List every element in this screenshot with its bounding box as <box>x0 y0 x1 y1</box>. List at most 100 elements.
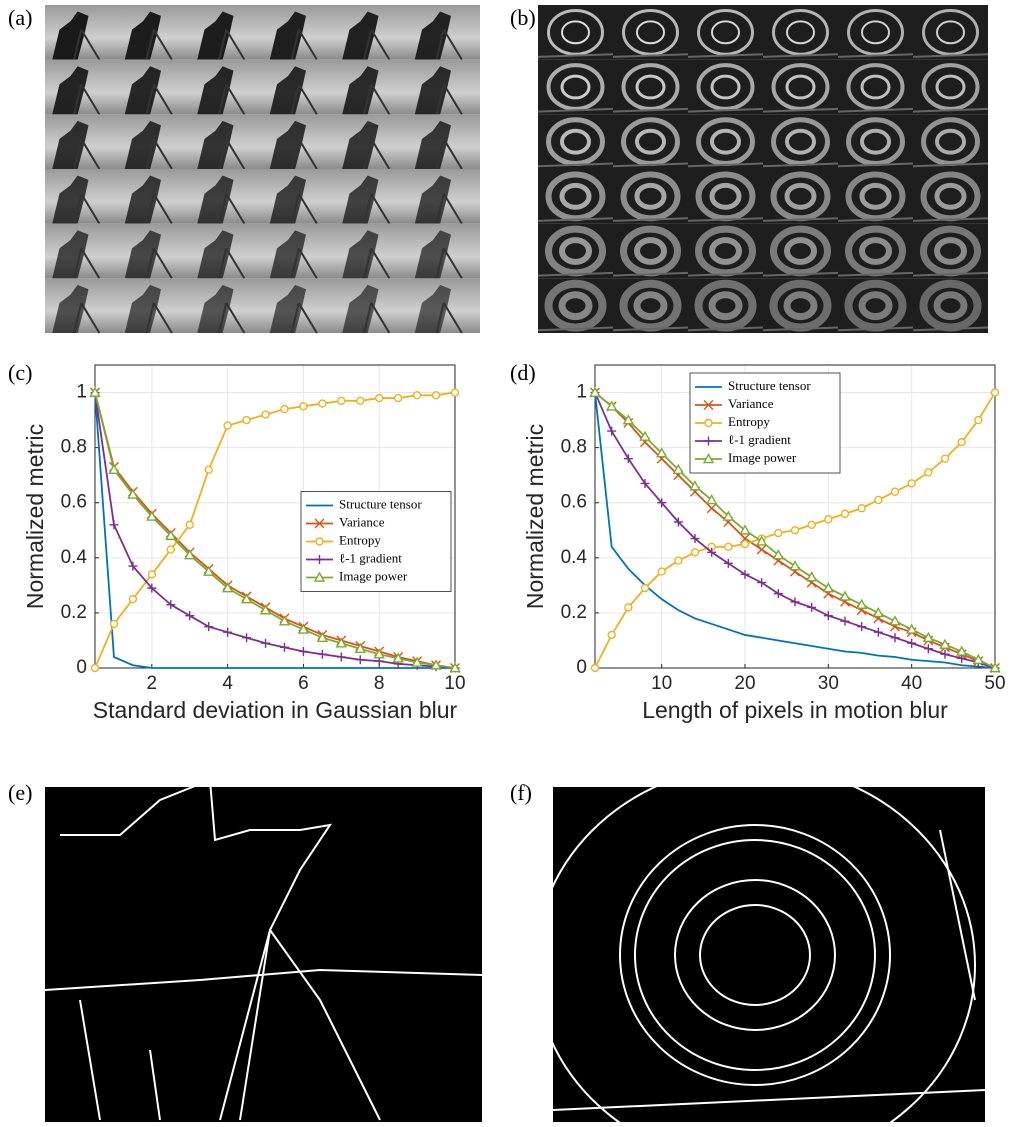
data-marker <box>166 545 175 554</box>
data-marker <box>412 391 422 400</box>
data-marker <box>450 388 460 397</box>
wheel-ring <box>697 8 754 56</box>
panel-label: (a) <box>8 5 32 30</box>
data-marker <box>431 391 441 400</box>
legend-label: Variance <box>339 514 385 529</box>
data-marker <box>280 404 289 414</box>
silhouette <box>414 284 451 333</box>
data-marker <box>335 637 348 648</box>
data-marker <box>354 642 366 654</box>
y-tick-label: 0.4 <box>561 547 588 568</box>
road <box>837 217 914 222</box>
line-chart: 0 0.2 0.4 0.6 0.8 1 10 20 30 40 50 Length of pixels… <box>522 364 1006 723</box>
y-tick-label: 0.2 <box>561 602 587 623</box>
image-tile <box>262 114 335 170</box>
data-marker <box>184 549 196 560</box>
tile-bg <box>688 5 763 60</box>
tile-bg <box>838 278 913 333</box>
image-tile <box>912 5 989 60</box>
wheel-hub <box>860 128 891 155</box>
wheel-hub <box>860 74 891 100</box>
wheel-hub <box>933 291 968 321</box>
tile-bg <box>913 278 988 333</box>
tripod <box>363 247 391 279</box>
silhouette <box>197 175 234 224</box>
image-tile <box>117 169 190 225</box>
image-tile <box>407 223 480 279</box>
wheel-hub <box>559 182 592 210</box>
data-marker <box>147 570 157 579</box>
data-marker <box>356 396 365 406</box>
image-tile <box>687 59 764 115</box>
image-tile <box>537 169 614 224</box>
silhouette <box>52 230 89 279</box>
tripod <box>435 193 463 225</box>
tripod <box>435 247 463 279</box>
wheel-hub <box>785 128 816 155</box>
data-marker <box>242 633 252 643</box>
wheel-hub <box>635 128 666 155</box>
data-marker <box>874 495 883 505</box>
y-tick-label: 1 <box>76 382 87 403</box>
edge-image <box>553 787 985 1122</box>
data-marker <box>165 529 177 541</box>
road <box>687 53 764 58</box>
data-marker <box>166 600 176 610</box>
road <box>837 271 914 277</box>
data-marker <box>673 517 683 527</box>
wheel-ring <box>696 117 755 167</box>
image-tile <box>190 114 263 170</box>
image-tile <box>837 278 914 333</box>
y-axis-label: Normalized metric <box>22 424 48 609</box>
wheel-ring <box>919 279 982 332</box>
x-tick-label: 8 <box>374 673 385 694</box>
data-marker <box>299 402 308 411</box>
tripod <box>435 83 463 115</box>
data-marker <box>840 616 850 626</box>
data-marker <box>146 510 158 521</box>
data-marker <box>261 410 270 419</box>
silhouette <box>414 230 451 279</box>
wheel-ring <box>546 117 605 167</box>
data-marker <box>640 478 650 488</box>
wheel-ring <box>922 8 979 56</box>
image-tile <box>117 59 190 115</box>
silhouette <box>342 175 379 224</box>
data-marker <box>773 589 783 599</box>
wheel-ring <box>546 63 605 111</box>
data-marker <box>90 663 100 673</box>
image-tile <box>190 5 263 61</box>
image-tile <box>407 114 480 170</box>
data-marker <box>840 509 850 518</box>
image-tile <box>407 169 480 225</box>
data-marker <box>657 498 667 508</box>
data-marker <box>202 565 215 576</box>
image-tile <box>262 59 335 115</box>
image-tile <box>762 169 839 224</box>
silhouette <box>124 230 161 279</box>
wheel-hub <box>934 237 967 265</box>
data-marker <box>298 646 308 656</box>
image-tile <box>335 169 408 225</box>
legend-label: ℓ-1 gradient <box>728 432 791 447</box>
image-tile <box>117 5 190 61</box>
data-marker <box>922 631 935 642</box>
legend: Structure tensor Variance Entropy ℓ-1 gradi… <box>689 372 841 474</box>
data-marker <box>204 622 214 632</box>
image-tile <box>912 223 989 279</box>
image-tile <box>262 223 335 279</box>
image-tile <box>335 114 408 170</box>
tripod <box>363 29 391 61</box>
wheel-hub <box>783 291 818 321</box>
data-marker <box>411 656 423 667</box>
data-marker <box>223 627 233 637</box>
silhouette <box>269 175 306 224</box>
wheel-ring <box>847 8 904 56</box>
tripod <box>218 29 246 61</box>
data-marker <box>772 549 785 560</box>
data-marker <box>278 615 291 626</box>
data-marker <box>989 662 1001 673</box>
silhouette <box>124 11 161 60</box>
data-marker <box>607 426 617 436</box>
